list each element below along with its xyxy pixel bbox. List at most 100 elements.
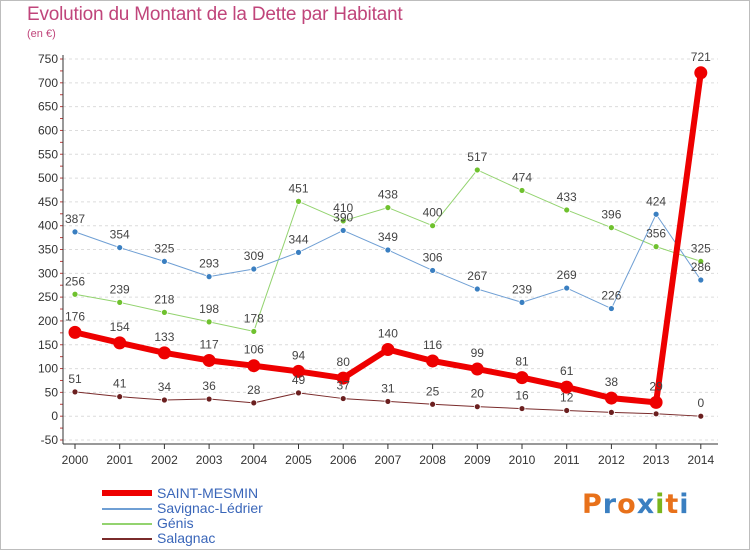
series-point-1 bbox=[518, 298, 526, 306]
data-label: 41 bbox=[113, 377, 127, 391]
data-label: 0 bbox=[697, 396, 704, 410]
series-point-3 bbox=[429, 400, 437, 408]
x-tick-label: 2011 bbox=[554, 453, 580, 467]
data-label: 31 bbox=[381, 381, 395, 395]
series-point-2 bbox=[473, 166, 481, 174]
y-tick-label: 300 bbox=[38, 266, 58, 280]
series-point-1 bbox=[250, 265, 258, 273]
series-point-3 bbox=[160, 396, 168, 404]
data-label: 198 bbox=[199, 302, 219, 316]
x-tick-label: 2014 bbox=[687, 453, 714, 467]
series-point-2 bbox=[160, 308, 168, 316]
data-label: 451 bbox=[288, 181, 308, 195]
data-label: 117 bbox=[200, 337, 219, 351]
series-point-0 bbox=[649, 395, 663, 409]
series-point-0 bbox=[247, 359, 261, 373]
series-point-3 bbox=[250, 399, 258, 407]
data-label: 37 bbox=[337, 379, 351, 393]
series-point-3 bbox=[563, 407, 571, 414]
x-tick-label: 2005 bbox=[285, 453, 312, 467]
y-tick-label: 750 bbox=[38, 52, 58, 66]
series-point-2 bbox=[295, 197, 302, 205]
series-point-1 bbox=[116, 244, 124, 251]
logo-letter: r bbox=[602, 489, 618, 520]
x-tick-label: 2010 bbox=[509, 453, 536, 467]
x-tick-label: 2007 bbox=[375, 453, 402, 467]
data-label: 325 bbox=[154, 241, 174, 255]
x-tick-label: 2004 bbox=[240, 453, 267, 467]
series-point-2 bbox=[563, 206, 571, 214]
series-point-3 bbox=[205, 395, 213, 403]
data-label: 81 bbox=[515, 355, 529, 369]
x-tick-label: 2006 bbox=[330, 453, 357, 467]
series-point-2 bbox=[608, 224, 615, 231]
data-label: 140 bbox=[378, 327, 398, 341]
page-title: Evolution du Montant de la Dette par Hab… bbox=[27, 4, 403, 25]
series-point-2 bbox=[652, 243, 660, 251]
data-label: 49 bbox=[292, 373, 306, 387]
series-point-1 bbox=[608, 305, 615, 312]
data-label: 226 bbox=[601, 289, 621, 303]
series-point-3 bbox=[339, 395, 347, 402]
series-point-1 bbox=[697, 276, 705, 284]
data-label: 34 bbox=[158, 380, 172, 394]
data-label: 256 bbox=[65, 274, 85, 288]
legend-swatch-savignac-ledrier bbox=[102, 508, 152, 510]
y-tick-label: 500 bbox=[38, 171, 58, 185]
logo-letter: i bbox=[655, 489, 666, 520]
data-label: 25 bbox=[426, 384, 440, 398]
data-label: 390 bbox=[333, 210, 353, 224]
series-point-2 bbox=[697, 258, 705, 265]
data-label: 306 bbox=[423, 250, 443, 264]
data-label: 721 bbox=[691, 50, 711, 64]
series-point-3 bbox=[518, 405, 526, 412]
data-label: 267 bbox=[467, 269, 487, 283]
y-tick-label: 650 bbox=[38, 100, 58, 114]
series-point-1 bbox=[473, 285, 481, 293]
data-label: 325 bbox=[691, 241, 711, 255]
x-tick-label: 2013 bbox=[643, 453, 670, 467]
series-point-3 bbox=[384, 398, 392, 405]
data-label: 218 bbox=[154, 292, 174, 306]
data-label: 38 bbox=[605, 375, 619, 389]
series-point-0 bbox=[560, 380, 574, 394]
data-label: 51 bbox=[68, 372, 82, 386]
data-label: 61 bbox=[560, 364, 574, 378]
series-point-0 bbox=[336, 371, 350, 385]
series-point-2 bbox=[384, 204, 392, 211]
legend-label-saint-mesmin: SAINT-MESMIN bbox=[157, 485, 259, 501]
y-tick-label: -50 bbox=[41, 433, 59, 447]
series-point-1 bbox=[563, 284, 571, 292]
data-label: 400 bbox=[423, 206, 443, 220]
data-label: 387 bbox=[65, 212, 85, 226]
data-label: 116 bbox=[423, 338, 442, 352]
data-label: 20 bbox=[471, 387, 485, 401]
series-point-3 bbox=[652, 410, 660, 418]
series-point-2 bbox=[250, 328, 258, 335]
data-label: 106 bbox=[244, 343, 264, 357]
data-label: 80 bbox=[337, 355, 351, 369]
data-label: 154 bbox=[110, 320, 130, 334]
series-point-0 bbox=[68, 325, 82, 339]
y-tick-label: 350 bbox=[38, 243, 58, 257]
x-tick-label: 2002 bbox=[151, 453, 178, 467]
legend-label-savignac-ledrier: Savignac-Lédrier bbox=[157, 500, 263, 516]
legend-swatch-salagnac bbox=[102, 538, 152, 540]
y-tick-label: 600 bbox=[38, 123, 58, 137]
data-label: 344 bbox=[288, 232, 308, 246]
data-label: 29 bbox=[649, 379, 663, 393]
series-point-1 bbox=[339, 227, 347, 234]
series-point-2 bbox=[429, 222, 437, 230]
data-label: 438 bbox=[378, 188, 398, 202]
logo-letter: P bbox=[582, 489, 603, 520]
series-point-0 bbox=[113, 336, 127, 350]
series-point-0 bbox=[515, 371, 529, 385]
logo-letter: x bbox=[636, 489, 656, 520]
x-tick-label: 2008 bbox=[419, 453, 446, 467]
series-point-1 bbox=[71, 228, 79, 236]
series-point-3 bbox=[295, 389, 302, 397]
data-label: 433 bbox=[557, 190, 577, 204]
data-label: 474 bbox=[512, 170, 532, 184]
